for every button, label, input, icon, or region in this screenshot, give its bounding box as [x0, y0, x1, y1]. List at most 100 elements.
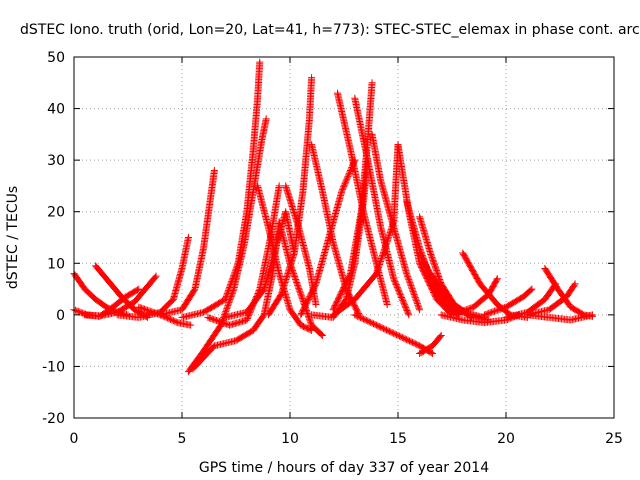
data-point — [390, 276, 398, 284]
data-point — [391, 330, 399, 338]
data-point — [429, 350, 437, 358]
data-point — [306, 317, 314, 325]
data-point — [222, 306, 230, 314]
data-point — [289, 267, 297, 275]
data-point — [404, 308, 412, 316]
data-point — [493, 276, 501, 284]
data-point — [262, 115, 270, 123]
data-point — [380, 325, 388, 333]
data-point — [227, 294, 235, 302]
data-point — [256, 58, 264, 66]
data-point — [395, 288, 403, 296]
data-point — [214, 317, 222, 325]
data-point — [482, 310, 490, 318]
data-point — [406, 280, 414, 288]
data-point — [207, 314, 215, 322]
data-point — [275, 182, 283, 190]
data-point — [355, 313, 363, 321]
data-point — [204, 313, 212, 321]
data-point — [395, 332, 403, 340]
data-point — [292, 277, 300, 285]
x-tick-label: 25 — [605, 431, 623, 447]
data-point — [384, 235, 392, 243]
data-point — [227, 293, 235, 301]
data-series — [184, 115, 270, 376]
y-tick-label: 0 — [56, 308, 65, 324]
data-point — [292, 275, 300, 283]
x-tick-label: 15 — [389, 431, 407, 447]
data-point — [408, 338, 416, 346]
data-point — [371, 320, 379, 328]
data-point — [220, 319, 228, 327]
axis-ticks: 0 5 10 15 20 25 -20 -10 0 10 20 30 40 50 — [42, 50, 623, 447]
data-point — [387, 226, 395, 234]
data-point — [289, 268, 297, 276]
data-point — [297, 290, 305, 298]
data-series — [178, 58, 264, 321]
data-point — [410, 289, 418, 297]
data-point — [146, 307, 154, 315]
data-point — [588, 311, 596, 319]
data-point — [338, 187, 346, 195]
data-point — [77, 309, 85, 317]
data-point — [229, 287, 237, 295]
data-point — [372, 270, 380, 278]
data-point — [370, 320, 378, 328]
data-point — [435, 274, 443, 282]
data-point — [151, 273, 159, 281]
data-point — [288, 265, 296, 273]
data-point — [376, 257, 384, 265]
data-point — [400, 334, 408, 342]
data-point — [226, 296, 234, 304]
data-point — [377, 256, 385, 264]
data-point — [406, 337, 414, 345]
data-point — [458, 307, 466, 315]
data-point — [138, 304, 146, 312]
x-tick-label: 0 — [70, 431, 79, 447]
data-point — [345, 169, 353, 177]
data-point — [489, 308, 497, 316]
data-point — [528, 285, 536, 293]
data-point — [71, 306, 79, 314]
data-point — [378, 251, 386, 259]
data-point — [372, 321, 380, 329]
data-point — [391, 279, 399, 287]
data-point — [377, 254, 385, 262]
data-point — [493, 306, 501, 314]
data-point — [244, 313, 252, 321]
data-point — [407, 338, 415, 346]
data-series — [416, 331, 445, 358]
y-tick-label: 10 — [47, 256, 65, 272]
data-point — [412, 297, 420, 305]
data-series — [254, 182, 316, 334]
y-tick-label: 30 — [47, 153, 65, 169]
data-point — [154, 310, 162, 318]
data-point — [401, 302, 409, 310]
data-point — [312, 301, 320, 309]
data-point — [405, 311, 413, 319]
data-point — [298, 293, 306, 301]
data-point — [429, 256, 437, 264]
data-point — [416, 306, 424, 314]
data-point — [287, 262, 295, 270]
data-point — [436, 333, 444, 341]
data-point — [222, 308, 230, 316]
data-point — [143, 306, 151, 314]
data-point — [383, 238, 391, 246]
data-point — [298, 295, 306, 303]
data-point — [382, 241, 390, 249]
data-point — [339, 184, 347, 192]
data-point — [571, 280, 579, 288]
data-point — [413, 300, 421, 308]
data-point — [374, 322, 382, 330]
data-point — [393, 283, 401, 291]
data-point — [303, 309, 311, 317]
data-point — [217, 318, 225, 326]
data-point — [136, 304, 144, 312]
data-point — [380, 247, 388, 255]
data-point — [295, 286, 303, 294]
data-point — [381, 244, 389, 252]
y-axis-label: dSTEC / TECUs — [5, 186, 21, 289]
data-point — [210, 315, 218, 323]
